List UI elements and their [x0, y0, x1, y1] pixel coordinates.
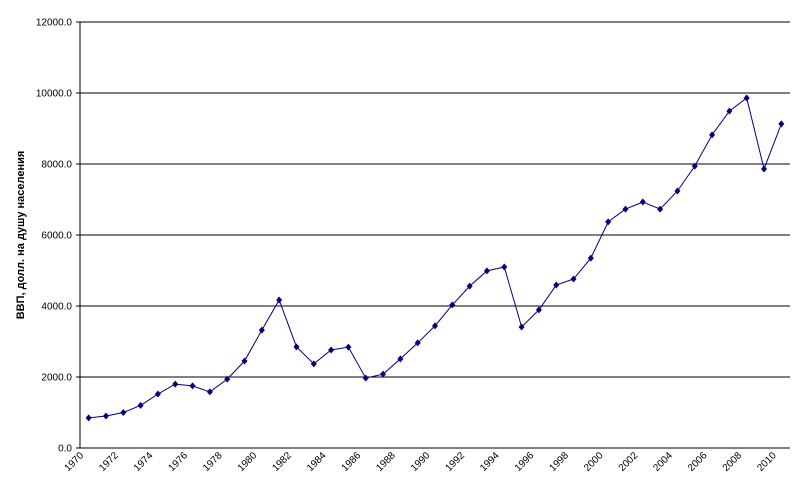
x-tick-label: 1972: [97, 450, 121, 474]
point-marker: [761, 165, 768, 173]
point-marker: [172, 380, 179, 388]
point-marker: [483, 267, 490, 275]
series-line: [88, 97, 782, 419]
point-marker: [691, 162, 698, 170]
x-tick-label: 1978: [201, 450, 225, 474]
point-marker: [535, 306, 542, 314]
x-tick-label: 1990: [409, 450, 433, 474]
x-tick-label: 1976: [167, 450, 191, 474]
point-marker: [85, 414, 92, 422]
point-marker: [293, 343, 300, 351]
point-marker: [570, 275, 577, 283]
point-marker: [587, 254, 594, 262]
point-marker: [397, 355, 404, 363]
point-marker: [102, 412, 109, 420]
x-tick-label: 1996: [513, 450, 537, 474]
x-tick-label: 2002: [617, 450, 641, 474]
y-tick-label: 4000.0: [41, 302, 72, 313]
point-marker: [553, 281, 560, 289]
point-marker: [622, 205, 629, 213]
point-marker: [743, 94, 750, 102]
point-marker: [276, 296, 283, 304]
y-tick-label: 12000.0: [36, 18, 73, 29]
point-marker: [189, 382, 196, 390]
x-tick-label: 1984: [305, 450, 329, 474]
point-marker: [466, 282, 473, 290]
point-marker: [605, 218, 612, 226]
point-marker: [726, 107, 733, 115]
point-marker: [137, 401, 144, 409]
point-marker: [380, 370, 387, 378]
point-marker: [449, 301, 456, 309]
point-marker: [310, 360, 317, 368]
x-tick-label: 1974: [132, 450, 156, 474]
point-marker: [709, 131, 716, 139]
point-marker: [501, 263, 508, 271]
point-marker: [639, 198, 646, 206]
y-tick-label: 6000.0: [41, 231, 72, 242]
point-marker: [241, 357, 248, 365]
x-tick-label: 2008: [721, 450, 745, 474]
x-tick-label: 2000: [582, 450, 606, 474]
point-marker: [432, 322, 438, 330]
x-tick-label: 2006: [686, 450, 710, 474]
y-axis-title: ВВП, долл. на душу населения: [15, 151, 27, 320]
y-tick-label: 2000.0: [41, 373, 72, 384]
x-tick-label: 1980: [236, 450, 260, 474]
y-tick-label: 8000.0: [41, 160, 72, 171]
x-tick-label: 1988: [374, 450, 398, 474]
point-marker: [224, 375, 231, 383]
y-tick-label: 0.0: [58, 444, 72, 455]
point-marker: [258, 326, 265, 334]
point-marker: [414, 339, 421, 347]
x-tick-label: 1982: [270, 450, 294, 474]
point-marker: [518, 323, 525, 331]
point-marker: [674, 187, 681, 195]
x-tick-label: 1986: [340, 450, 364, 474]
x-tick-label: 2010: [755, 450, 779, 474]
point-marker: [154, 390, 161, 398]
point-marker: [328, 346, 335, 354]
point-marker: [657, 205, 664, 213]
point-marker: [362, 374, 369, 382]
point-marker: [345, 343, 352, 351]
y-tick-label: 10000.0: [36, 89, 73, 100]
x-tick-label: 1994: [478, 450, 502, 474]
point-marker: [778, 120, 785, 128]
x-tick-label: 1992: [444, 450, 468, 474]
x-tick-label: 1998: [547, 450, 571, 474]
point-marker: [120, 409, 127, 416]
point-marker: [206, 388, 213, 396]
x-tick-label: 2004: [651, 450, 675, 474]
